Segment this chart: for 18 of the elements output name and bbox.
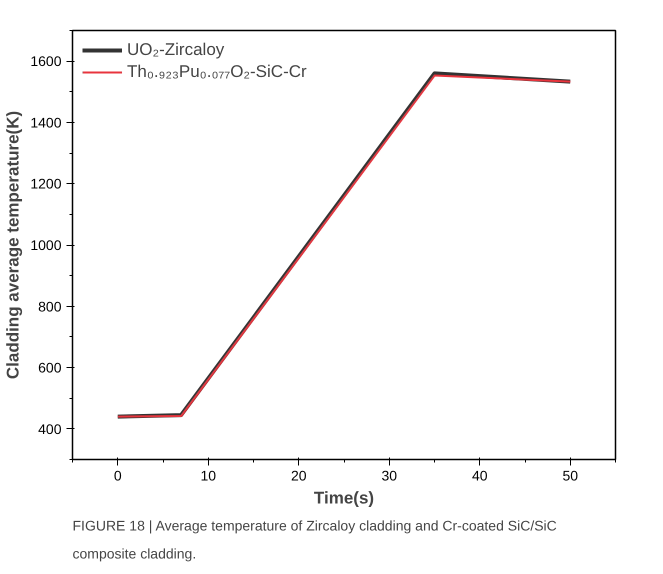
x-tick-label: 20	[290, 468, 307, 484]
y-tick-label: 1600	[30, 53, 62, 70]
y-tick-label: 400	[38, 420, 62, 437]
x-tick-label: 50	[562, 468, 578, 484]
x-tick-label: 40	[472, 468, 488, 484]
legend-label: UO₂-Zircaloy	[127, 40, 224, 60]
x-tick-label: 30	[381, 468, 398, 484]
caption: FIGURE 18 | Average temperature of Zircaloy cladding and Cr-coated SiC/SiC composite cladding.	[72, 518, 557, 562]
y-tick-label: 1200	[30, 176, 62, 192]
legend-label: Th₀.₉₂₃Pu₀.₀₇₇O₂-SiC-Cr	[127, 62, 307, 82]
y-tick-label: 800	[38, 298, 62, 314]
y-tick-label: 1400	[30, 114, 62, 130]
y-tick-label: 1000	[30, 237, 62, 253]
y-axis-title: Cladding average temperature(K)	[3, 110, 22, 380]
x-tick-label: 0	[114, 468, 122, 484]
y-tick-label: 600	[38, 360, 62, 376]
x-axis-title: Time(s)	[314, 488, 374, 508]
x-tick-label: 10	[200, 468, 216, 484]
